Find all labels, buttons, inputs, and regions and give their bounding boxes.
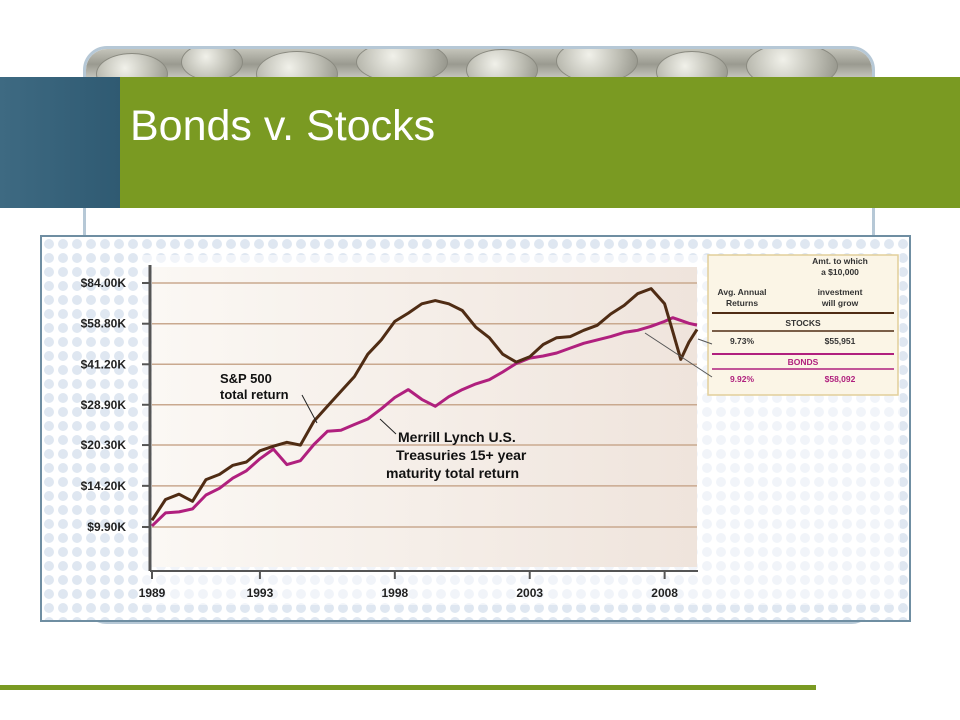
table-col2-header-line2: a $10,000 bbox=[821, 267, 859, 277]
series-line-bonds bbox=[150, 316, 698, 527]
y-tick-label: $9.90K bbox=[87, 520, 126, 534]
coin-image bbox=[181, 49, 243, 81]
y-tick-label: $41.20K bbox=[81, 357, 127, 371]
table-stocks-heading: STOCKS bbox=[785, 318, 821, 328]
stocks-annotation-line2: total return bbox=[220, 387, 289, 402]
y-tick-label: $84.00K bbox=[81, 276, 127, 290]
chart-container: $84.00K $58.80K $41.20K $28.90K $20.30K $14.2… bbox=[40, 235, 911, 622]
bonds-annotation-line3: maturity total return bbox=[386, 465, 519, 481]
bottom-accent-line bbox=[0, 685, 816, 690]
summary-table: Avg. Annual Returns Amt. to which a $10,… bbox=[707, 254, 899, 396]
bonds-annotation-leader bbox=[379, 418, 397, 435]
y-tick-label: $58.80K bbox=[81, 317, 127, 331]
bonds-annotation-line2: Treasuries 15+ year bbox=[396, 447, 527, 463]
y-tick-label: $20.30K bbox=[81, 438, 127, 452]
slide-title: Bonds v. Stocks bbox=[130, 102, 436, 150]
table-col2-header-line3: investment bbox=[818, 287, 863, 297]
bonds-annotation-line1: Merrill Lynch U.S. bbox=[398, 429, 516, 445]
table-stocks-return: 9.73% bbox=[730, 336, 755, 346]
x-tick-label: 1989 bbox=[139, 586, 166, 600]
table-leader-stocks bbox=[697, 338, 713, 345]
table-col2-header-line4: will grow bbox=[821, 298, 859, 308]
stocks-annotation-leader bbox=[301, 394, 318, 424]
table-stocks-amount: $55,951 bbox=[825, 336, 856, 346]
x-tick-label: 1993 bbox=[247, 586, 274, 600]
line-chart: $84.00K $58.80K $41.20K $28.90K $20.30K $14.2… bbox=[42, 237, 909, 620]
table-bonds-return: 9.92% bbox=[730, 374, 755, 384]
stocks-annotation-line1: S&P 500 bbox=[220, 371, 272, 386]
grid-lines bbox=[152, 282, 697, 528]
y-tick-label: $14.20K bbox=[81, 479, 127, 493]
table-bonds-heading: BONDS bbox=[788, 357, 819, 367]
series-line-stocks bbox=[150, 287, 699, 522]
x-tick-label: 2003 bbox=[516, 586, 543, 600]
x-axis-ticks: 1989 1993 1998 2003 2008 bbox=[139, 571, 678, 600]
x-tick-label: 1998 bbox=[381, 586, 408, 600]
table-bonds-amount: $58,092 bbox=[825, 374, 856, 384]
table-leader-bonds bbox=[644, 332, 713, 378]
y-tick-label: $28.90K bbox=[81, 398, 127, 412]
table-col2-header-line1: Amt. to which bbox=[812, 256, 868, 266]
summary-table-box bbox=[707, 254, 899, 396]
table-col1-header-line1: Avg. Annual bbox=[718, 287, 767, 297]
x-tick-label: 2008 bbox=[651, 586, 678, 600]
table-col1-header-line2: Returns bbox=[726, 298, 758, 308]
y-axis-ticks: $84.00K $58.80K $41.20K $28.90K $20.30K $14.2… bbox=[81, 276, 150, 534]
title-bar bbox=[0, 77, 960, 208]
title-accent-block bbox=[0, 77, 120, 208]
